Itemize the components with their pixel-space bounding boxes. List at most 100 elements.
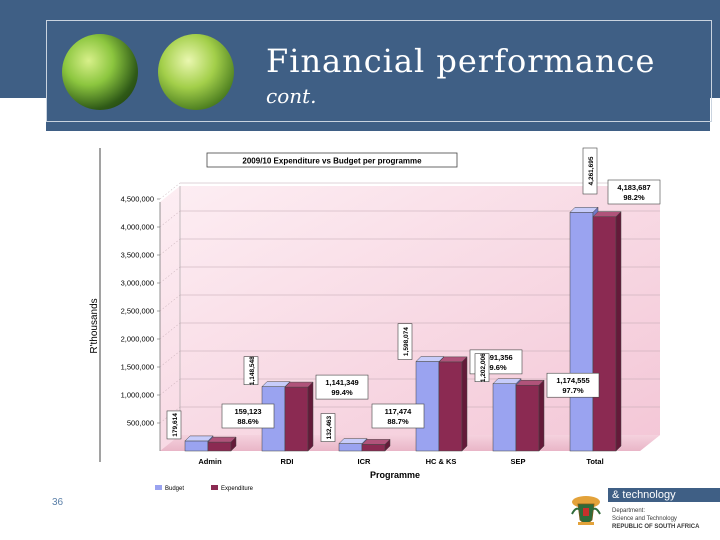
bar-expenditure	[207, 436, 237, 452]
expenditure-data-label: 1,174,555	[556, 376, 589, 385]
x-tick-label: HC & KS	[426, 457, 457, 466]
x-tick-label: SEP	[510, 457, 525, 466]
y-tick-label: 2,500,000	[121, 307, 154, 316]
bar-expenditure-side	[384, 438, 391, 452]
gridline-diagonal	[159, 266, 181, 284]
percent-data-label: 88.6%	[237, 417, 259, 426]
expenditure-data-label: 1,591,356	[479, 353, 512, 362]
legend: Budget Expenditure	[155, 485, 254, 492]
x-axis-ticks: Admin RDI ICR HC & KS SEP Total	[198, 457, 603, 466]
y-axis-ticks: 500,000 1,000,000 1,500,000 2,000,000 2,500,…	[121, 195, 160, 428]
y-tick-label: 2,000,000	[121, 335, 154, 344]
expenditure-data-label: 117,474	[385, 407, 413, 416]
bar-budget-front	[492, 383, 517, 452]
legend-swatch-budget	[155, 485, 162, 490]
y-tick-label: 3,500,000	[121, 251, 154, 260]
gridline-diagonal	[159, 378, 181, 396]
bar-budget-front	[184, 440, 209, 452]
budget-label-box	[474, 353, 490, 382]
slide-subtitle: cont.	[266, 84, 317, 108]
slide-title: Financial performance	[266, 42, 656, 80]
budget-data-label: 4,261,695	[588, 156, 595, 185]
bar-expenditure	[361, 438, 391, 452]
budget-data-label: 179,614	[172, 413, 179, 437]
y-axis-label: R'thousands	[89, 298, 100, 353]
chart-title-box	[206, 152, 458, 168]
x-tick-label: Total	[586, 457, 603, 466]
footer-dept-line-2: Science and Technology	[612, 516, 677, 522]
puzzle-leaf-image	[158, 34, 234, 110]
gridline-diagonal	[159, 406, 181, 424]
expenditure-label-box	[546, 372, 600, 398]
legend-label-expenditure: Expenditure	[221, 486, 254, 492]
budget-label-box	[166, 410, 182, 440]
bar-expenditure	[515, 379, 545, 452]
x-tick-label: Admin	[198, 457, 222, 466]
y-tick-label: 1,000,000	[121, 391, 154, 400]
budget-data-label: 1,202,006	[480, 353, 487, 382]
bar-expenditure-front	[592, 216, 617, 452]
chart-title: 2009/10 Expenditure vs Budget per progra…	[242, 157, 422, 166]
budget-data-label: 1,148,548	[249, 356, 256, 385]
coat-of-arms-icon	[571, 496, 601, 525]
y-tick-label: 4,000,000	[121, 223, 154, 232]
expenditure-label-box	[315, 374, 369, 400]
bar-budget-front	[569, 212, 594, 452]
bar-expenditure	[438, 356, 468, 452]
bar-expenditure-front	[284, 386, 309, 452]
bar-expenditure-front	[207, 441, 232, 452]
percent-data-label: 97.7%	[562, 386, 584, 395]
percent-data-label: 98.2%	[623, 193, 645, 202]
header-cutout-right	[710, 98, 720, 140]
gridline-diagonal	[159, 294, 181, 312]
expenditure-label-box	[607, 179, 661, 205]
bar-budget-front	[338, 443, 363, 452]
footer-brand-text: & technology	[612, 489, 676, 501]
y-tick-label: 4,500,000	[121, 195, 154, 204]
bar-expenditure	[284, 381, 314, 452]
budget-label-box	[320, 413, 336, 442]
budget-label-box	[582, 147, 598, 195]
bar-expenditure-front	[361, 444, 386, 452]
bar-expenditure-front	[515, 384, 540, 452]
x-tick-label: RDI	[281, 457, 294, 466]
percent-data-label: 88.7%	[387, 417, 409, 426]
expenditure-data-label: 4,183,687	[617, 183, 650, 192]
y-tick-label: 500,000	[127, 419, 154, 428]
y-tick-label: 3,000,000	[121, 279, 154, 288]
bar-expenditure-side	[307, 381, 314, 452]
x-tick-label: ICR	[358, 457, 372, 466]
footer-brand-bar	[608, 488, 720, 502]
bar-expenditure-side	[615, 211, 622, 452]
gridline-diagonal	[159, 322, 181, 340]
x-axis-label: Programme	[370, 470, 420, 480]
footer-dept-line-1: Department:	[612, 508, 646, 514]
budget-label-box	[397, 323, 413, 360]
header-cutout-left	[0, 98, 46, 140]
expenditure-label-box	[221, 403, 275, 429]
budget-data-label: 132,463	[326, 415, 333, 439]
expenditure-data-label: 159,123	[234, 407, 261, 416]
leaf-image	[62, 34, 138, 110]
legend-label-budget: Budget	[165, 486, 184, 492]
bar-expenditure	[592, 211, 622, 452]
legend-swatch-expenditure	[211, 485, 218, 490]
bar-expenditure-side	[230, 436, 237, 452]
y-tick-label: 1,500,000	[121, 363, 154, 372]
expenditure-data-label: 1,141,349	[325, 378, 358, 387]
gridline-diagonal	[159, 350, 181, 368]
slide-number: 36	[52, 497, 64, 508]
budget-data-label: 1,598,074	[403, 327, 410, 356]
title-frame	[46, 20, 712, 122]
footer-dept-line-3: REPUBLIC OF SOUTH AFRICA	[612, 524, 700, 530]
bar-expenditure-side	[461, 356, 468, 452]
gridline-diagonal	[159, 238, 181, 256]
budget-label-box	[243, 356, 259, 385]
bar-expenditure-side	[538, 379, 545, 452]
gridline-diagonal	[159, 210, 181, 228]
bar-expenditure-front	[438, 361, 463, 452]
percent-data-label: 99.4%	[331, 388, 353, 397]
expenditure-label-box	[371, 403, 425, 429]
